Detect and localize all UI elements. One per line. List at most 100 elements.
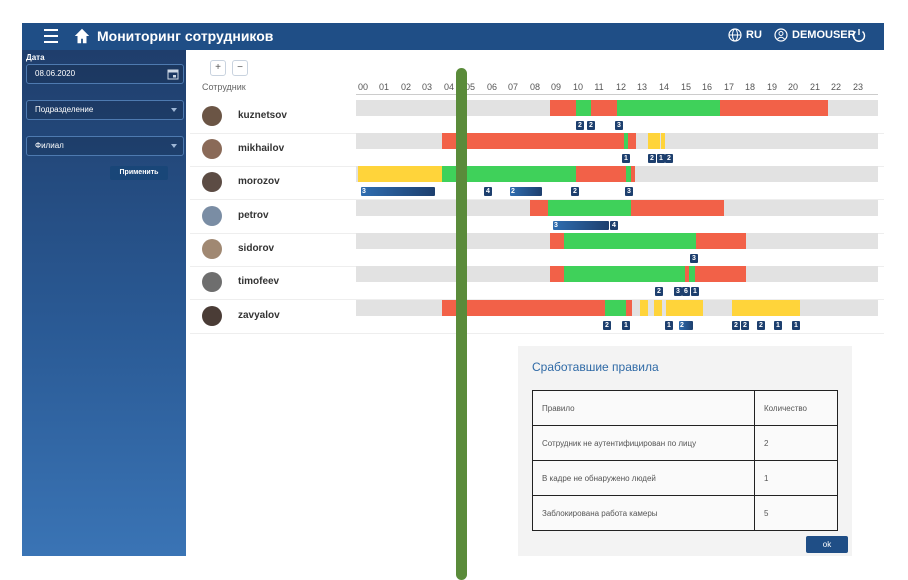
timeline-segment[interactable] — [442, 166, 576, 182]
column-header-count: Количество — [754, 390, 838, 426]
hour-label: 04 — [443, 82, 455, 92]
timeline-segment[interactable] — [530, 200, 548, 216]
timeline-segment[interactable] — [626, 300, 632, 316]
timeline-segment[interactable] — [564, 233, 696, 249]
event-badge[interactable]: 2 — [603, 321, 611, 330]
employee-name[interactable]: zavyalov — [238, 310, 280, 321]
timeline-segment[interactable] — [685, 266, 689, 282]
timeline-segment[interactable] — [631, 200, 724, 216]
event-badge[interactable]: 1 — [657, 154, 665, 163]
timeline-segment[interactable] — [640, 300, 648, 316]
employee-name[interactable]: morozov — [238, 176, 280, 187]
timeline-segment[interactable] — [720, 100, 828, 116]
timeline-segment[interactable] — [696, 233, 746, 249]
timeline-segment[interactable] — [550, 100, 576, 116]
employee-row: timofeev — [190, 266, 884, 300]
apply-button[interactable]: Применить — [110, 166, 168, 180]
event-badge[interactable]: 1 — [622, 321, 630, 330]
zoom-out-button[interactable]: − — [232, 60, 248, 76]
avatar — [202, 239, 222, 259]
timeline-segment[interactable] — [689, 266, 695, 282]
timeline-segment[interactable] — [631, 166, 635, 182]
rule-cell: В кадре не обнаружено людей — [532, 460, 755, 496]
event-badge[interactable]: 1 — [774, 321, 782, 330]
user-icon — [774, 28, 788, 42]
event-badge[interactable]: 2 — [655, 287, 663, 296]
timeline-segment[interactable] — [564, 266, 685, 282]
table-row[interactable]: Заблокирована работа камеры 5 — [532, 495, 838, 531]
hour-label: 11 — [594, 82, 604, 92]
event-badge[interactable]: 3 — [674, 287, 682, 296]
event-count: 2 — [680, 322, 684, 329]
employee-name[interactable]: sidorov — [238, 243, 275, 254]
event-badge[interactable]: 6 — [682, 287, 690, 296]
employee-name[interactable]: petrov — [238, 210, 269, 221]
event-badge[interactable]: 4 — [610, 221, 618, 230]
timeline-segment[interactable] — [648, 133, 660, 149]
hour-label: 09 — [550, 82, 562, 92]
home-icon[interactable] — [73, 27, 91, 45]
calendar-icon[interactable] — [167, 68, 179, 80]
menu-icon[interactable] — [44, 29, 58, 43]
table-row[interactable]: В кадре не обнаружено людей 1 — [532, 460, 838, 496]
timeline-segment[interactable] — [358, 166, 442, 182]
event-badge[interactable]: 1 — [792, 321, 800, 330]
timeline-segment[interactable] — [661, 133, 665, 149]
ok-button[interactable]: ok — [806, 536, 848, 553]
event-badge[interactable]: 4 — [484, 187, 492, 196]
time-cursor-line[interactable] — [456, 68, 467, 580]
power-icon[interactable] — [851, 27, 867, 43]
timeline-segment[interactable] — [550, 266, 564, 282]
event-badge[interactable]: 2 — [648, 154, 656, 163]
hour-label: 10 — [572, 82, 584, 92]
timeline-segment[interactable] — [732, 300, 800, 316]
timeline-segment[interactable] — [605, 300, 626, 316]
language-switch[interactable]: RU — [728, 28, 762, 42]
user-menu[interactable]: DEMOUSER — [774, 28, 856, 42]
event-badge[interactable]: 1 — [665, 321, 673, 330]
timeline-segment[interactable] — [617, 100, 720, 116]
hour-label: 18 — [744, 82, 756, 92]
timeline-segment[interactable] — [654, 300, 662, 316]
timeline-segment[interactable] — [591, 100, 617, 116]
column-header-rule: Правило — [532, 390, 755, 426]
branch-select[interactable]: Филиал — [26, 136, 184, 156]
event-bar[interactable]: 3 — [553, 221, 609, 230]
event-badge[interactable]: 3 — [690, 254, 698, 263]
timeline-segment[interactable] — [442, 133, 624, 149]
department-select[interactable]: Подразделение — [26, 100, 184, 120]
event-badge[interactable]: 2 — [741, 321, 749, 330]
employee-name[interactable]: kuznetsov — [238, 110, 287, 121]
event-badge[interactable]: 2 — [732, 321, 740, 330]
event-badge[interactable]: 1 — [622, 154, 630, 163]
timeline-segment[interactable] — [626, 166, 631, 182]
timeline-segment[interactable] — [548, 200, 631, 216]
event-badge[interactable]: 2 — [587, 121, 595, 130]
employee-name[interactable]: mikhailov — [238, 143, 285, 154]
event-badge[interactable]: 2 — [571, 187, 579, 196]
event-bar[interactable]: 2 — [510, 187, 542, 196]
event-badge[interactable]: 3 — [625, 187, 633, 196]
table-row[interactable]: Сотрудник не аутентифицирован по лицу 2 — [532, 425, 838, 461]
event-badge[interactable]: 2 — [576, 121, 584, 130]
event-badge[interactable]: 2 — [757, 321, 765, 330]
employee-name[interactable]: timofeev — [238, 276, 280, 287]
timeline-segment[interactable] — [666, 300, 703, 316]
timeline-segment[interactable] — [576, 100, 591, 116]
date-field[interactable]: 08.06.2020 — [26, 64, 184, 84]
timeline-segment[interactable] — [442, 300, 605, 316]
event-badge[interactable]: 1 — [691, 287, 699, 296]
timeline-segment[interactable] — [695, 266, 746, 282]
timeline-segment[interactable] — [576, 166, 626, 182]
hour-label: 16 — [701, 82, 713, 92]
event-badge[interactable]: 2 — [665, 154, 673, 163]
zoom-in-button[interactable]: + — [210, 60, 226, 76]
timeline-segment[interactable] — [624, 133, 628, 149]
event-bar[interactable]: 2 — [679, 321, 693, 330]
timeline-segment[interactable] — [550, 233, 564, 249]
timeline-segment[interactable] — [628, 133, 636, 149]
date-label: Дата — [26, 53, 45, 62]
event-bar[interactable]: 3 — [361, 187, 435, 196]
event-badge[interactable]: 3 — [615, 121, 623, 130]
employee-row: zavyalov — [190, 300, 884, 334]
